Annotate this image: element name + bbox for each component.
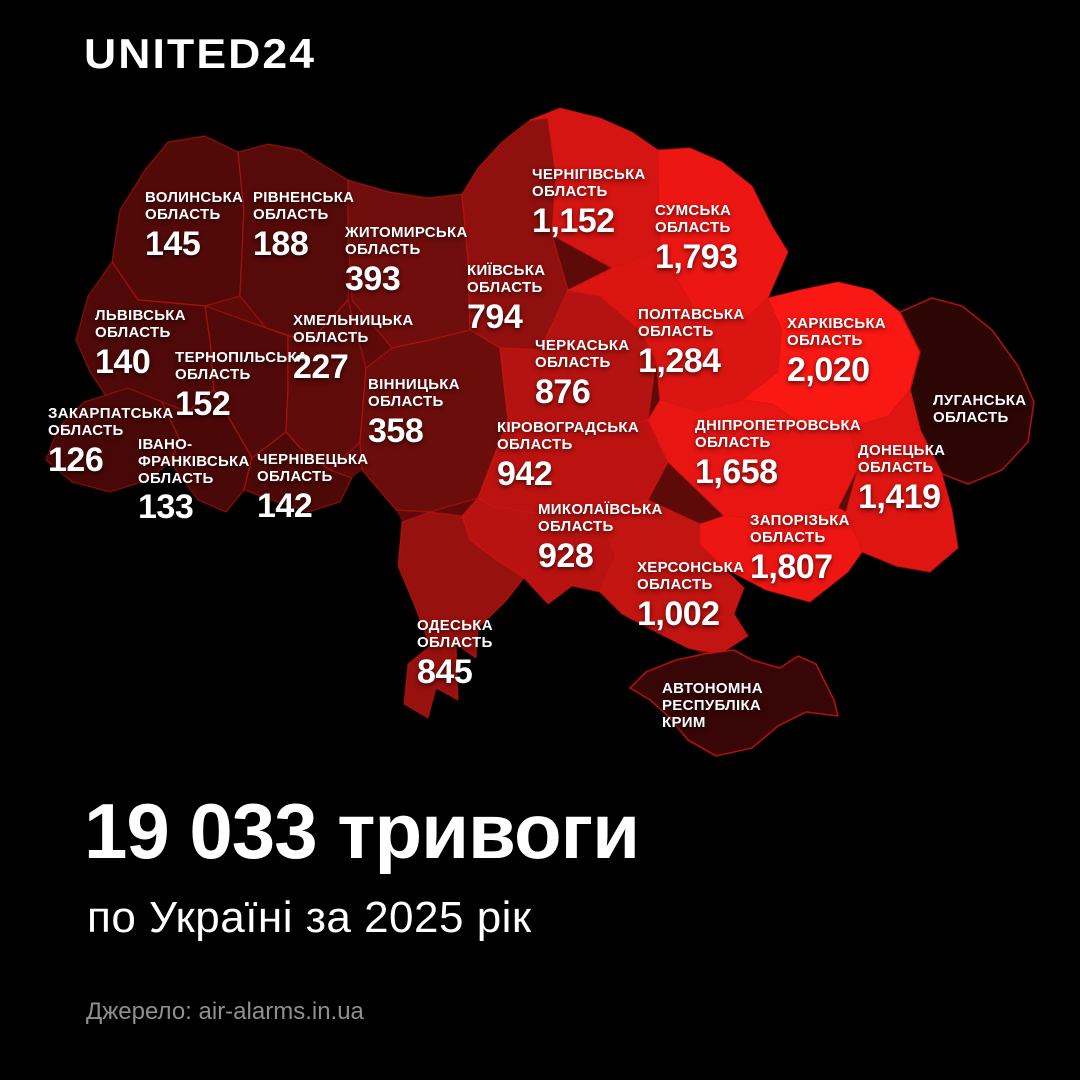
- region-shape-crimea: [629, 649, 839, 757]
- region-label-luhansk: ЛУГАНСЬКА ОБЛАСТЬ: [933, 392, 1027, 426]
- region-label-kirovohrad: КІРОВОГРАДСЬКА ОБЛАСТЬ 942: [497, 419, 639, 493]
- region-label-zakarpattia: ЗАКАРПАТСЬКА ОБЛАСТЬ 126: [48, 405, 174, 479]
- region-label-khmelnytskyi: ХМЕЛЬНИЦЬКА ОБЛАСТЬ 227: [293, 312, 414, 386]
- region-label-sumy: СУМСЬКА ОБЛАСТЬ 1,793: [655, 202, 738, 276]
- region-label-crimea: АВТОНОМНА РЕСПУБЛІКА КРИМ: [662, 680, 763, 731]
- region-label-poltava: ПОЛТАВСЬКА ОБЛАСТЬ 1,284: [638, 306, 745, 380]
- region-shape-khmelnytskyi: [285, 299, 367, 471]
- region-label-zaporizhzhia: ЗАПОРІЗЬКА ОБЛАСТЬ 1,807: [750, 512, 850, 586]
- region-label-donetsk: ДОНЕЦЬКА ОБЛАСТЬ 1,419: [858, 442, 946, 516]
- region-label-kherson: ХЕРСОНСЬКА ОБЛАСТЬ 1,002: [637, 559, 745, 633]
- region-label-kharkiv: ХАРКІВСЬКА ОБЛАСТЬ 2,020: [787, 315, 887, 389]
- region-shape-kherson: [597, 499, 749, 655]
- source-credit: Джерело: air-alarms.in.ua: [86, 998, 364, 1025]
- region-shape-odesa: [397, 511, 525, 719]
- region-shape-chernivtsi: [243, 431, 353, 513]
- region-label-dnipropetrovsk: ДНІПРОПЕТРОВСЬКА ОБЛАСТЬ 1,658: [695, 417, 862, 491]
- region-label-vinnytsia: ВІННИЦЬКА ОБЛАСТЬ 358: [368, 376, 460, 450]
- region-label-odesa: ОДЕСЬКА ОБЛАСТЬ 845: [417, 617, 493, 691]
- region-label-rivne: РІВНЕНСЬКА ОБЛАСТЬ 188: [253, 189, 355, 263]
- region-label-cherkasy: ЧЕРКАСЬКА ОБЛАСТЬ 876: [535, 337, 630, 411]
- region-label-volyn: ВОЛИНСЬКА ОБЛАСТЬ 145: [145, 189, 244, 263]
- region-shape-luhansk: [899, 297, 1035, 485]
- region-label-mykolaiv: МИКОЛАЇВСЬКА ОБЛАСТЬ 928: [538, 501, 663, 575]
- headline-subtitle: по Україні за 2025 рік: [87, 893, 532, 942]
- headline-total: 19 033 тривоги: [84, 787, 640, 875]
- region-label-chernivtsi: ЧЕРНІВЕЦЬКА ОБЛАСТЬ 142: [257, 451, 369, 525]
- region-label-kyiv: КИЇВСЬКА ОБЛАСТЬ 794: [467, 262, 546, 336]
- united24-logo: UNITED24: [84, 30, 317, 77]
- region-shape-zakarpattia: [45, 387, 181, 493]
- region-label-lviv: ЛЬВІВСЬКА ОБЛАСТЬ 140: [95, 307, 186, 381]
- region-label-ivano-frankivsk: ІВАНО- ФРАНКІВСЬКА ОБЛАСТЬ 133: [138, 436, 250, 527]
- region-label-chernihiv: ЧЕРНІГІВСЬКА ОБЛАСТЬ 1,152: [532, 166, 646, 240]
- region-label-ternopil: ТЕРНОПІЛЬСЬКА ОБЛАСТЬ 152: [175, 349, 309, 423]
- region-label-zhytomyr: ЖИТОМИРСЬКА ОБЛАСТЬ 393: [345, 224, 468, 298]
